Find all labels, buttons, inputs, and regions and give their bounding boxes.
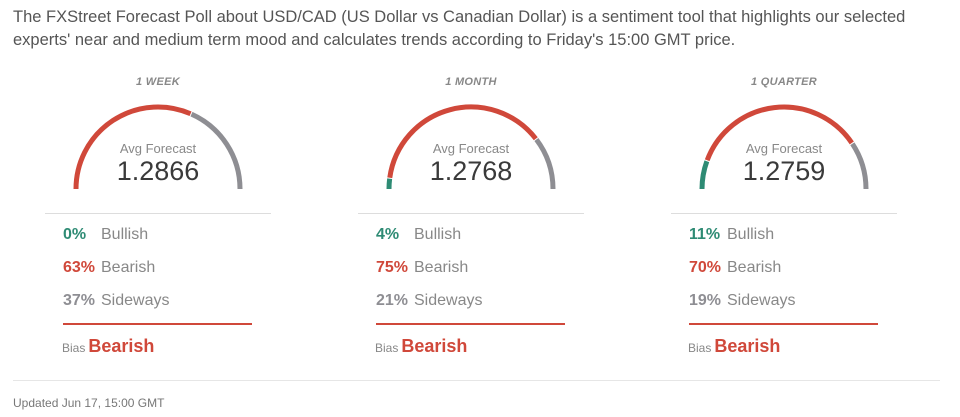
bearish-percent: 70%	[689, 259, 722, 276]
sideways-percent: 19%	[689, 292, 722, 309]
divider	[45, 213, 271, 214]
bullish-row: 11% Bullish	[689, 224, 795, 257]
bias-value: Bearish	[714, 336, 781, 356]
sideways-arc	[190, 111, 243, 190]
sentiment-gauge	[699, 104, 869, 190]
sideways-label: Sideways	[414, 292, 483, 309]
sideways-row: 19% Sideways	[689, 290, 795, 323]
updated-timestamp: Updated Jun 17, 15:00 GMT	[13, 396, 165, 410]
avg-forecast-value: 1.2866	[116, 156, 200, 186]
bearish-row: 63% Bearish	[63, 257, 169, 290]
avg-forecast-value: 1.2759	[742, 156, 826, 186]
bias-label: Bias	[375, 341, 399, 355]
bias-divider	[376, 323, 565, 325]
bearish-arc	[387, 104, 538, 179]
bias-value: Bearish	[401, 336, 468, 356]
period-title: 1 QUARTER	[750, 76, 818, 88]
sideways-arc	[534, 138, 556, 190]
avg-forecast-label: Avg Forecast	[432, 141, 510, 156]
avg-forecast-label: Avg Forecast	[119, 141, 197, 156]
sideways-label: Sideways	[727, 292, 796, 309]
bias-divider	[689, 323, 878, 325]
period-title: 1 MONTH	[445, 76, 497, 88]
bias: Bias Bearish	[375, 336, 467, 357]
bearish-label: Bearish	[727, 259, 782, 276]
bullish-label: Bullish	[727, 226, 775, 243]
forecast-panel: 1 QUARTER Avg Forecast 1.2759 11% Bullish…	[671, 72, 897, 356]
bearish-label: Bearish	[414, 259, 469, 276]
bullish-arc	[699, 160, 710, 190]
bearish-percent: 75%	[376, 259, 409, 276]
bullish-label: Bullish	[101, 226, 149, 243]
bearish-arc	[73, 104, 192, 190]
bearish-row: 75% Bearish	[376, 257, 482, 290]
bearish-arc	[704, 104, 854, 162]
sentiment-gauge	[73, 104, 243, 190]
bullish-percent: 4%	[376, 226, 400, 243]
footer-divider	[13, 380, 940, 381]
sideways-percent: 21%	[376, 292, 409, 309]
bias-label: Bias	[62, 341, 86, 355]
bullish-label: Bullish	[414, 226, 462, 243]
bearish-label: Bearish	[101, 259, 156, 276]
bias-label: Bias	[688, 341, 712, 355]
avg-forecast-label: Avg Forecast	[745, 141, 823, 156]
bias-value: Bearish	[88, 336, 155, 356]
period-title: 1 WEEK	[136, 76, 180, 88]
bias: Bias Bearish	[62, 336, 154, 357]
bias: Bias Bearish	[688, 336, 780, 357]
bias-divider	[63, 323, 252, 325]
sideways-arc	[850, 142, 869, 190]
bullish-row: 0% Bullish	[63, 224, 169, 257]
bearish-percent: 63%	[63, 259, 96, 276]
avg-forecast-value: 1.2768	[429, 156, 513, 186]
forecast-panel: 1 MONTH Avg Forecast 1.2768 4% Bullish 75…	[358, 72, 584, 356]
bullish-arc	[386, 178, 393, 190]
bullish-row: 4% Bullish	[376, 224, 482, 257]
sentiment-gauge	[386, 104, 556, 190]
bearish-row: 70% Bearish	[689, 257, 795, 290]
sideways-label: Sideways	[101, 292, 170, 309]
divider	[671, 213, 897, 214]
forecast-panel: 1 WEEK Avg Forecast 1.2866 0% Bullish 63%…	[45, 72, 271, 356]
sideways-percent: 37%	[63, 292, 96, 309]
intro-text: The FXStreet Forecast Poll about USD/CAD…	[13, 8, 906, 49]
bullish-percent: 11%	[689, 226, 721, 243]
sideways-row: 21% Sideways	[376, 290, 482, 323]
sideways-row: 37% Sideways	[63, 290, 169, 323]
divider	[358, 213, 584, 214]
bullish-percent: 0%	[63, 226, 87, 243]
